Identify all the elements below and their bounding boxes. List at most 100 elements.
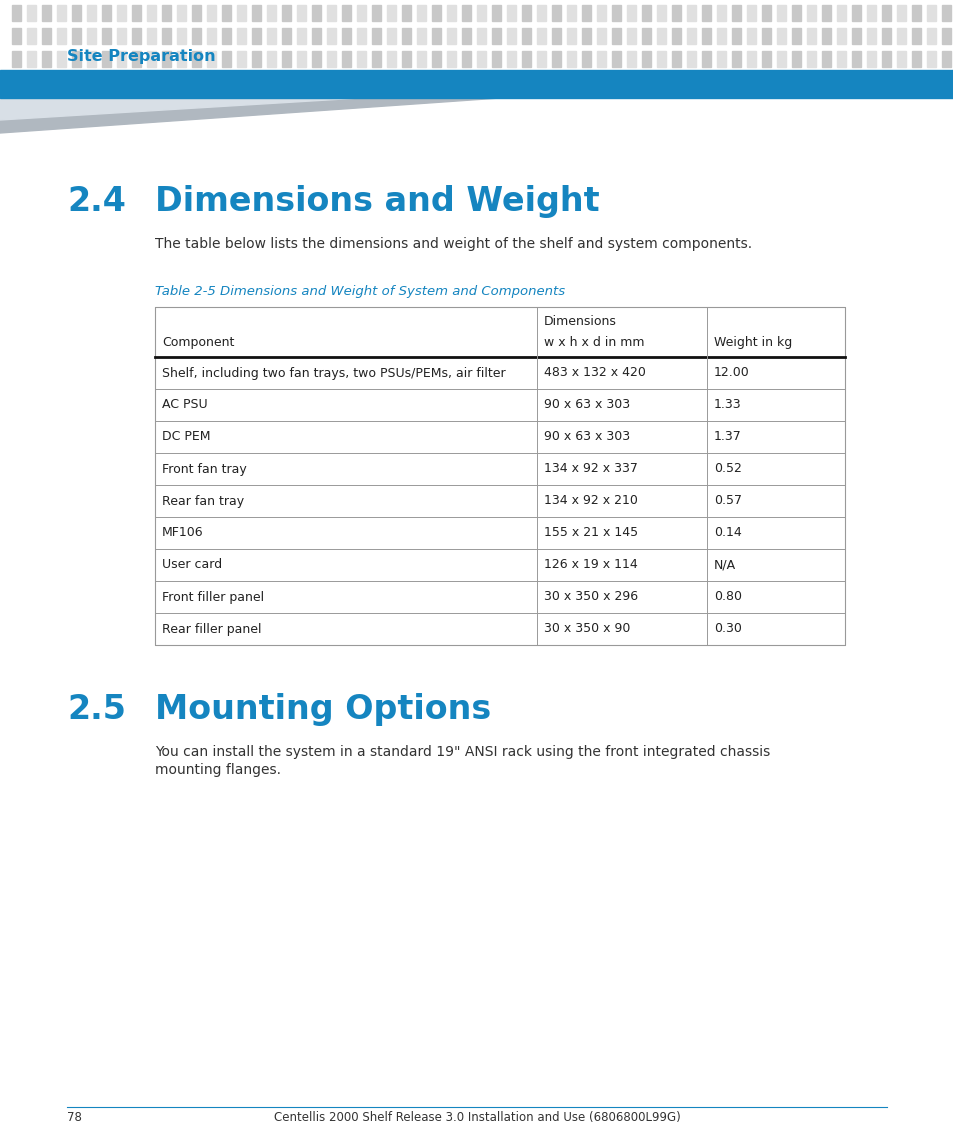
Bar	[192, 5, 201, 21]
Bar	[806, 52, 815, 68]
Bar	[341, 27, 351, 44]
Text: 90 x 63 x 303: 90 x 63 x 303	[543, 431, 630, 443]
Bar	[461, 5, 471, 21]
Bar	[926, 5, 935, 21]
Bar	[57, 5, 66, 21]
Text: 0.80: 0.80	[713, 591, 741, 603]
Bar	[492, 52, 500, 68]
Bar	[597, 5, 605, 21]
Bar	[717, 74, 725, 90]
Bar	[701, 27, 710, 44]
Bar	[71, 74, 81, 90]
Bar	[671, 27, 680, 44]
Bar	[686, 52, 696, 68]
Bar	[117, 52, 126, 68]
Bar	[401, 27, 411, 44]
Bar	[926, 52, 935, 68]
Bar	[461, 52, 471, 68]
Bar	[372, 5, 380, 21]
Bar	[791, 27, 801, 44]
Bar	[222, 27, 231, 44]
Bar	[57, 74, 66, 90]
Bar	[132, 27, 141, 44]
Bar	[147, 5, 156, 21]
Bar	[207, 27, 215, 44]
Bar	[866, 52, 875, 68]
Bar	[296, 52, 306, 68]
Bar	[806, 74, 815, 90]
Bar	[566, 74, 576, 90]
Bar	[372, 27, 380, 44]
Bar	[236, 52, 246, 68]
Text: 0.14: 0.14	[713, 527, 741, 539]
Bar	[506, 27, 516, 44]
Bar	[686, 27, 696, 44]
Bar	[552, 5, 560, 21]
Bar	[207, 5, 215, 21]
Bar	[941, 74, 950, 90]
Bar	[776, 74, 785, 90]
Bar	[776, 52, 785, 68]
Bar	[356, 27, 366, 44]
Bar	[162, 52, 171, 68]
Bar	[87, 27, 96, 44]
Bar	[941, 27, 950, 44]
Text: 78: 78	[67, 1111, 82, 1124]
Bar	[746, 5, 755, 21]
Bar	[657, 27, 665, 44]
Bar	[192, 74, 201, 90]
Bar	[416, 5, 426, 21]
Bar	[836, 74, 845, 90]
Text: 483 x 132 x 420: 483 x 132 x 420	[543, 366, 645, 379]
Bar	[671, 52, 680, 68]
Bar	[626, 52, 636, 68]
Bar	[12, 5, 21, 21]
Bar	[401, 74, 411, 90]
Bar	[12, 27, 21, 44]
Bar	[761, 27, 770, 44]
Bar	[941, 5, 950, 21]
Bar	[791, 74, 801, 90]
Bar	[312, 27, 320, 44]
Bar	[866, 5, 875, 21]
Text: Mounting Options: Mounting Options	[154, 693, 491, 726]
Bar	[626, 27, 636, 44]
Bar	[506, 5, 516, 21]
Bar	[132, 74, 141, 90]
Bar	[401, 52, 411, 68]
Bar	[492, 27, 500, 44]
Bar	[731, 5, 740, 21]
Text: N/A: N/A	[713, 559, 736, 571]
Text: 30 x 350 x 296: 30 x 350 x 296	[543, 591, 638, 603]
Bar	[222, 74, 231, 90]
Bar	[461, 27, 471, 44]
Text: 1.33: 1.33	[713, 398, 740, 411]
Bar	[327, 52, 335, 68]
Bar	[806, 5, 815, 21]
Bar	[177, 5, 186, 21]
Bar	[87, 52, 96, 68]
Bar	[941, 52, 950, 68]
Bar	[401, 5, 411, 21]
Text: 90 x 63 x 303: 90 x 63 x 303	[543, 398, 630, 411]
Bar	[432, 5, 440, 21]
Bar	[387, 52, 395, 68]
Bar	[162, 74, 171, 90]
Bar	[207, 52, 215, 68]
Bar	[71, 52, 81, 68]
Bar	[911, 74, 920, 90]
Bar	[821, 74, 830, 90]
Bar	[57, 52, 66, 68]
Text: Weight in kg: Weight in kg	[713, 335, 791, 349]
Bar	[252, 5, 261, 21]
Bar	[102, 74, 111, 90]
Bar	[701, 52, 710, 68]
Bar	[476, 52, 485, 68]
Bar	[117, 5, 126, 21]
Bar	[282, 5, 291, 21]
Bar	[162, 27, 171, 44]
Text: 30 x 350 x 90: 30 x 350 x 90	[543, 623, 630, 635]
Bar	[296, 74, 306, 90]
Bar	[686, 5, 696, 21]
Bar	[341, 74, 351, 90]
